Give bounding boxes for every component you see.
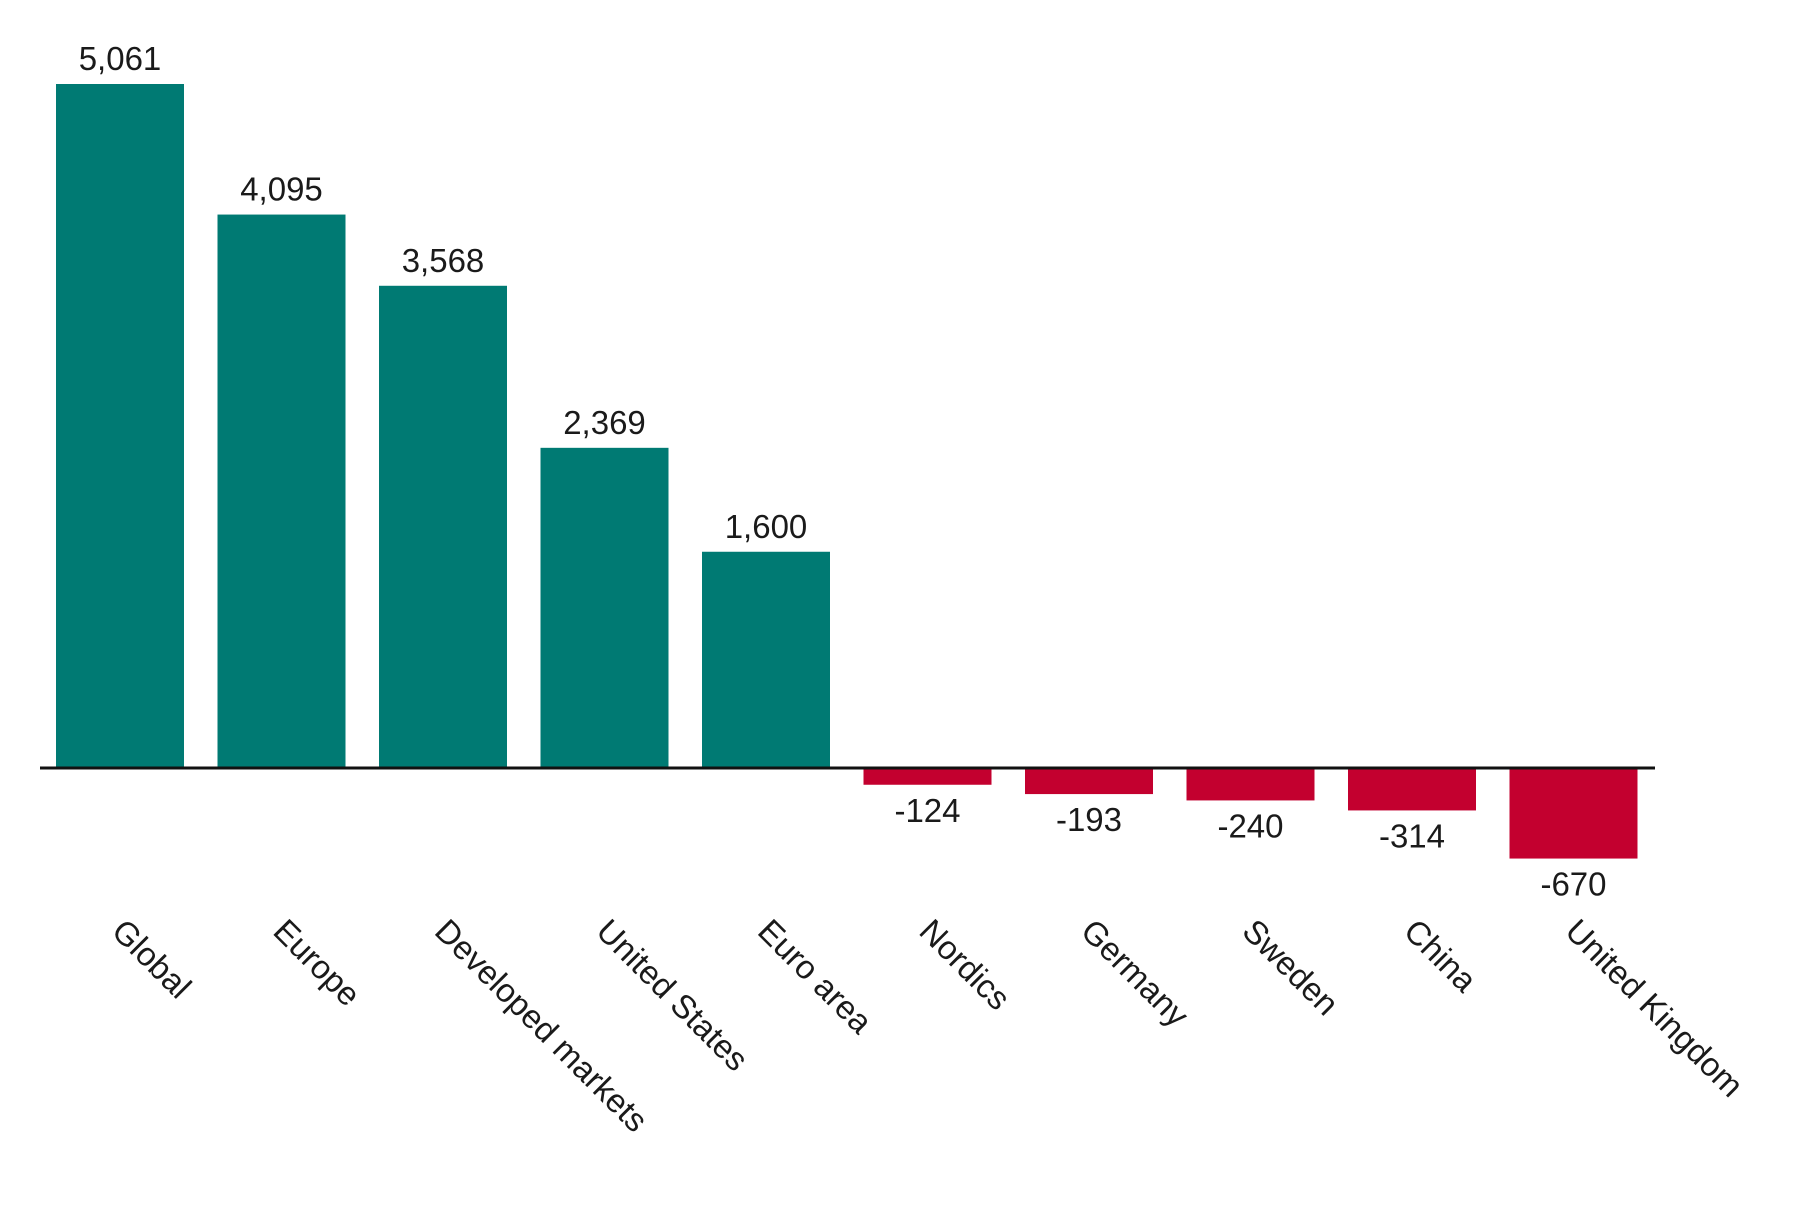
bar-developed-markets (379, 285, 507, 768)
bar-europe (217, 214, 346, 768)
bar-china (1348, 768, 1476, 811)
value-label: -314 (1379, 817, 1445, 854)
category-label: Germany (1074, 912, 1196, 1034)
category-label: Sweden (1236, 912, 1346, 1022)
value-label: -193 (1056, 801, 1122, 838)
category-label: United Kingdom (1559, 912, 1751, 1104)
bar-global (56, 84, 184, 768)
value-label: -124 (894, 792, 960, 829)
value-label: 5,061 (79, 40, 162, 77)
bar-euro-area (702, 551, 830, 768)
value-label: 3,568 (402, 242, 485, 279)
category-label: Nordics (913, 912, 1018, 1017)
category-label: Global (105, 912, 199, 1006)
value-label: 4,095 (240, 171, 323, 208)
bar-united-states (540, 447, 669, 768)
value-label: 1,600 (725, 508, 808, 545)
bar-nordics (863, 768, 992, 785)
bar-germany (1025, 768, 1153, 795)
category-label: United States (590, 912, 756, 1078)
value-label: -670 (1540, 866, 1606, 903)
bar-sweden (1186, 768, 1315, 801)
value-label: 2,369 (563, 404, 646, 441)
category-label: Euro area (751, 912, 880, 1041)
value-label: -240 (1217, 807, 1283, 844)
bars-layer (56, 84, 1638, 859)
category-label: Europe (267, 912, 368, 1013)
value-labels-layer: 5,061 4,095 3,568 2,369 1,600 -124 -193 -240 -31… (79, 40, 1607, 903)
category-label: China (1397, 912, 1485, 1000)
bar-united-kingdom (1509, 768, 1638, 859)
